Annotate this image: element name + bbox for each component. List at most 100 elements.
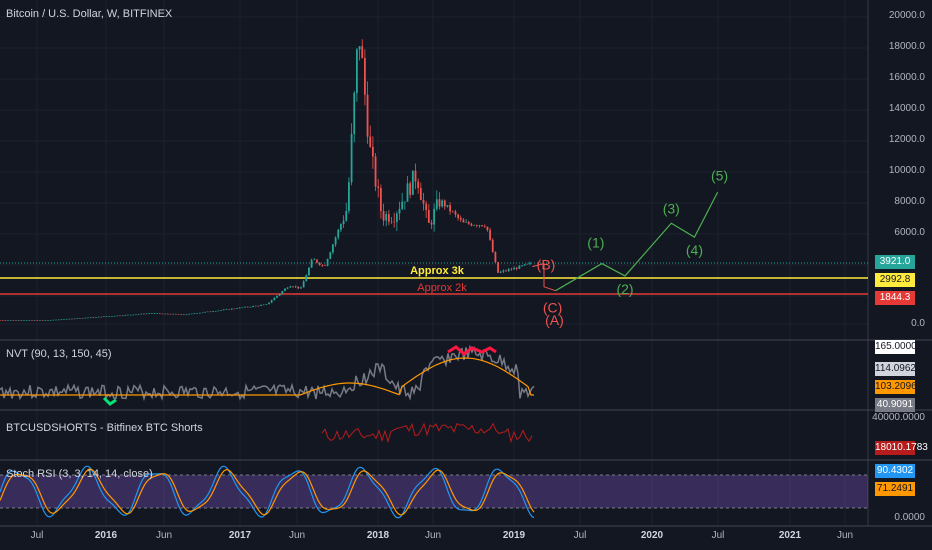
candle-body xyxy=(185,314,188,316)
candle-body xyxy=(1,320,4,321)
candle-body xyxy=(433,208,436,225)
candle-body xyxy=(435,199,438,209)
candle-body xyxy=(326,258,329,266)
candle-body xyxy=(382,211,385,221)
candle-body xyxy=(510,269,513,270)
candle-body xyxy=(113,315,116,317)
candle-body xyxy=(28,320,31,321)
candle-body xyxy=(278,293,281,296)
candle-body xyxy=(118,315,121,317)
candle-body xyxy=(177,314,180,315)
candle-body xyxy=(228,309,230,310)
candle-body xyxy=(462,219,465,223)
candle-body xyxy=(142,313,145,315)
candle-body xyxy=(284,288,286,292)
candle-body xyxy=(363,57,366,95)
candle-body xyxy=(276,295,278,298)
time-axis-label: Jul xyxy=(30,530,44,541)
price-axis-label: 18000.0 xyxy=(888,41,925,52)
candle-body xyxy=(164,313,167,315)
candle-body xyxy=(12,320,15,321)
candle-body xyxy=(190,313,193,315)
nvt-indicator-plot xyxy=(0,344,535,406)
approx-2k-price-tag: 1844.3 xyxy=(875,291,915,305)
candle-body xyxy=(401,201,404,210)
candle-body xyxy=(230,308,233,310)
candle-body xyxy=(31,320,33,321)
candle-body xyxy=(459,218,462,220)
nvt-indicator-title[interactable]: NVT (90, 13, 150, 45) xyxy=(6,348,112,360)
candle-body xyxy=(353,92,356,134)
candle-body xyxy=(236,308,238,310)
candle-body xyxy=(318,262,321,265)
impulse-wave-line xyxy=(555,191,719,292)
candle-body xyxy=(446,205,449,207)
candle-body xyxy=(515,267,518,269)
candle-body xyxy=(478,225,481,226)
candle-body xyxy=(499,271,502,273)
candle-body xyxy=(465,222,468,223)
candle-body xyxy=(308,267,310,276)
candle-body xyxy=(427,210,430,223)
support-levels xyxy=(0,262,868,295)
time-axis-label: Jun xyxy=(155,530,173,541)
price-axis-label: 8000.0 xyxy=(894,196,925,207)
wave-label-3: (3) xyxy=(663,200,680,216)
time-axis-label: Jul xyxy=(711,530,725,541)
shorts-axis-label: 40000.0000 xyxy=(872,412,925,423)
candle-body xyxy=(425,203,428,211)
stoch-rsi-title[interactable]: Stoch RSI (3, 3, 14, 14, close) xyxy=(6,468,153,480)
candle-body xyxy=(356,49,358,93)
approx-3k-price-tag: 2992.8 xyxy=(875,273,915,287)
nvt-signal-line xyxy=(0,357,534,396)
wave-label-1: (1) xyxy=(587,235,604,251)
candle-body xyxy=(403,201,406,203)
candle-body xyxy=(201,312,204,314)
candle-body xyxy=(212,311,214,312)
candle-body xyxy=(286,287,289,289)
candle-body xyxy=(419,188,422,200)
candle-body xyxy=(204,311,206,313)
candle-body xyxy=(156,313,159,314)
candle-body xyxy=(334,237,337,245)
candle-body xyxy=(441,200,444,207)
candle-body xyxy=(262,304,265,306)
price-axis-label: 20000.0 xyxy=(888,10,925,21)
candle-body xyxy=(241,307,244,309)
candle-body xyxy=(297,286,300,289)
candle-body xyxy=(196,313,198,314)
symbol-title[interactable]: Bitcoin / U.S. Dollar, W, BITFINEX xyxy=(6,8,173,20)
candle-body xyxy=(180,314,183,315)
shorts-indicator-title[interactable]: BTCUSDSHORTS - Bitfinex BTC Shorts xyxy=(6,422,203,434)
candle-body xyxy=(497,262,499,273)
candle-body xyxy=(71,318,73,320)
stoch-k-line xyxy=(0,465,535,519)
candle-body xyxy=(337,229,340,238)
shorts-value-tag: 18010.1783 xyxy=(875,441,928,455)
candle-body xyxy=(79,318,81,319)
candle-body xyxy=(225,309,228,310)
candle-body xyxy=(417,181,420,189)
approx-2k-label: Approx 2k xyxy=(417,282,467,294)
time-axis-label: Jul xyxy=(573,530,587,541)
wave-label-2: (2) xyxy=(616,281,633,297)
candle-body xyxy=(158,313,161,314)
candle-body xyxy=(387,214,390,222)
candle-body xyxy=(89,317,92,318)
candle-body xyxy=(411,170,414,195)
candle-body xyxy=(451,211,454,212)
candle-body xyxy=(518,265,521,269)
candle-body xyxy=(137,314,140,315)
candle-body xyxy=(393,221,396,223)
candle-body xyxy=(302,281,305,288)
candle-body xyxy=(521,265,523,267)
candle-body xyxy=(129,314,132,316)
candle-body xyxy=(206,311,209,313)
candle-body xyxy=(348,182,350,211)
stoch-k-tag: 90.4302 xyxy=(875,464,915,478)
candle-body xyxy=(374,156,377,187)
candle-body xyxy=(49,320,52,321)
stoch-d-line xyxy=(0,468,535,516)
candle-body xyxy=(246,306,249,308)
